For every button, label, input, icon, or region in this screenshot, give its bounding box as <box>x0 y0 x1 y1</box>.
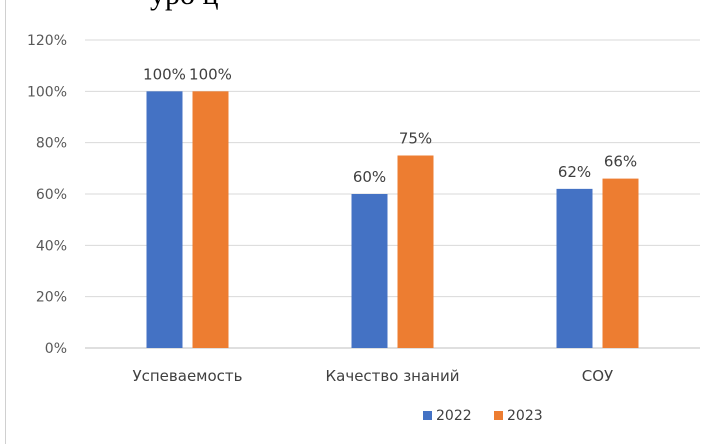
x-category-label: Качество знаний <box>326 367 460 385</box>
y-axis-tick-labels: 0% 20% 40% 60% 80% 100% 120% <box>27 33 67 357</box>
x-category-label: Успеваемость <box>132 367 242 385</box>
legend-swatch-2023 <box>494 411 503 420</box>
bar-2022-2 <box>556 188 593 348</box>
x-category-label: СОУ <box>582 367 613 385</box>
y-tick-label: 100% <box>27 84 67 100</box>
y-tick-label: 120% <box>27 33 67 49</box>
bar-2022-0 <box>146 91 183 348</box>
bars <box>146 91 639 348</box>
data-label: 60% <box>353 168 386 186</box>
y-tick-label: 0% <box>45 341 67 357</box>
bar-2023-1 <box>397 155 434 348</box>
legend: 2022 2023 <box>423 408 543 424</box>
data-label: 62% <box>558 163 591 181</box>
gridlines <box>85 39 700 349</box>
data-labels: 100% 100% 60% 75% 62% 66% <box>143 65 637 186</box>
legend-label: 2022 <box>436 408 472 424</box>
x-axis-category-labels: Успеваемость Качество знаний СОУ <box>132 367 613 385</box>
y-tick-label: 20% <box>36 290 67 306</box>
page-border-line <box>5 0 6 444</box>
data-label: 75% <box>399 130 432 148</box>
bar-2023-0 <box>192 91 229 348</box>
data-label: 100% <box>143 65 186 83</box>
legend-swatch-2022 <box>423 411 432 420</box>
legend-label: 2023 <box>507 408 543 424</box>
bar-2023-2 <box>602 178 639 348</box>
data-label: 100% <box>189 65 232 83</box>
cut-off-header-text: уро ц <box>150 0 219 12</box>
bar-2022-1 <box>351 194 388 348</box>
data-label: 66% <box>604 153 637 171</box>
y-tick-label: 80% <box>36 136 67 152</box>
y-tick-label: 60% <box>36 187 67 203</box>
y-tick-label: 40% <box>36 238 67 254</box>
